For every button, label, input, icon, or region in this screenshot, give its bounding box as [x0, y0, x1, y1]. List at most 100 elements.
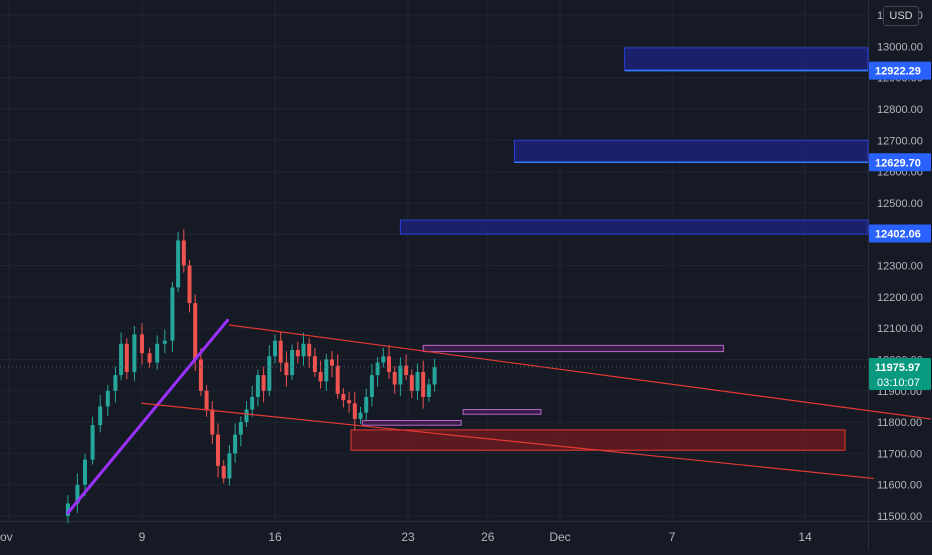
- candle-body: [295, 350, 300, 357]
- candle-body: [250, 397, 255, 410]
- candle-body: [132, 334, 137, 372]
- candle-body: [261, 375, 266, 391]
- candle-body: [83, 459, 87, 485]
- candle-body: [170, 287, 175, 341]
- candle-body: [421, 371, 426, 398]
- channel-top: [228, 324, 932, 420]
- x-tick-label: 23: [401, 530, 415, 544]
- current-price-tag: 11975.97: [875, 362, 920, 374]
- candle-body: [227, 453, 232, 479]
- candle-body: [210, 409, 215, 435]
- candle-body: [369, 375, 374, 398]
- x-tick-label: Dec: [549, 530, 570, 544]
- y-tick-label: 12500.00: [877, 198, 923, 210]
- candle-body: [404, 365, 409, 376]
- candle-body: [318, 371, 323, 382]
- y-tick-label: 11500.00: [877, 511, 922, 523]
- resistance-box: [422, 344, 724, 353]
- candle-body: [162, 340, 167, 344]
- candle-body: [392, 371, 397, 385]
- candle-body: [238, 422, 243, 435]
- price-labels: 12922.29 12629.70 12402.06 11975.97 03:10:07: [869, 61, 931, 390]
- y-tick-label: 12800.00: [877, 104, 923, 116]
- candle-body: [244, 409, 249, 423]
- candle-body: [90, 425, 95, 460]
- candle-body: [233, 434, 238, 454]
- countdown-tag: 03:10:07: [877, 377, 920, 389]
- impulse-line: [66, 318, 229, 515]
- y-tick-label: 12200.00: [877, 292, 923, 304]
- candle-body: [255, 375, 260, 398]
- candle-body: [140, 334, 144, 354]
- candle-body: [65, 503, 70, 516]
- price-tag-12402-bg: [869, 224, 931, 243]
- candle-body: [358, 412, 363, 419]
- y-tick-label: 12100.00: [877, 323, 923, 335]
- candle-body: [216, 434, 220, 466]
- y-tick-label: 11600.00: [877, 480, 922, 492]
- candle-body: [290, 350, 295, 376]
- candle-body: [335, 365, 340, 394]
- current-price-bg: [869, 357, 931, 390]
- price-tag-12922-bg: [869, 61, 931, 80]
- candle-body: [409, 375, 414, 391]
- candle-body: [105, 390, 110, 407]
- candle-body: [187, 265, 192, 304]
- y-tick-label: 12700.00: [877, 135, 923, 147]
- price-tag-12629-bg: [869, 153, 931, 172]
- candle-body: [273, 340, 277, 357]
- x-tick-label: ov: [0, 530, 13, 544]
- candle-body: [398, 365, 403, 385]
- time-axis[interactable]: ov 9 16 23 26 Dec 7 14: [0, 530, 812, 544]
- supply-zone-12650: [513, 139, 869, 163]
- candles: [65, 229, 437, 524]
- candle-body: [284, 362, 289, 376]
- candle-body: [75, 484, 80, 504]
- candle-body: [347, 400, 352, 404]
- currency-badge[interactable]: USD: [883, 6, 919, 26]
- candle-body: [113, 375, 118, 391]
- candle-body: [98, 406, 103, 426]
- candle-body: [198, 359, 203, 391]
- y-tick-label: 11700.00: [877, 448, 922, 460]
- candle-body: [307, 343, 312, 357]
- x-tick-label: 9: [139, 530, 146, 544]
- candle-body: [119, 343, 124, 376]
- candle-body: [312, 356, 317, 372]
- price-tag-12402: 12402.06: [875, 229, 921, 241]
- candle-body: [352, 403, 357, 419]
- price-tag-12922: 12922.29: [875, 66, 921, 78]
- candle-body: [364, 397, 369, 413]
- channel-bottom: [141, 402, 875, 480]
- y-tick-label: 11800.00: [877, 417, 922, 429]
- candle-body: [426, 384, 431, 398]
- candle-body: [204, 390, 209, 410]
- candle-body: [330, 359, 334, 366]
- price-tag-12629: 12629.70: [875, 157, 921, 169]
- supply-zone-13000: [624, 47, 869, 71]
- zones: [350, 47, 869, 451]
- candle-body: [415, 371, 420, 391]
- candle-body: [124, 343, 129, 372]
- price-axis[interactable]: 11500.0011600.0011700.0011800.0011900.00…: [877, 10, 923, 523]
- x-tick-label: 14: [798, 530, 812, 544]
- candle-body: [155, 343, 160, 363]
- candle-body: [181, 240, 186, 266]
- candle-body: [193, 303, 198, 360]
- candle-body: [341, 393, 346, 401]
- candle-body: [381, 356, 386, 363]
- candle-body: [176, 240, 181, 288]
- candle-body: [278, 340, 283, 363]
- candle-body: [387, 356, 391, 372]
- support-box-right: [462, 409, 542, 415]
- x-tick-label: 7: [669, 530, 676, 544]
- candle-body: [432, 367, 437, 385]
- drawings: [0, 318, 932, 515]
- x-tick-label: 16: [268, 530, 282, 544]
- y-tick-label: 12300.00: [877, 261, 923, 273]
- support-box-left: [361, 419, 462, 426]
- y-tick-label: 13000.00: [877, 41, 923, 53]
